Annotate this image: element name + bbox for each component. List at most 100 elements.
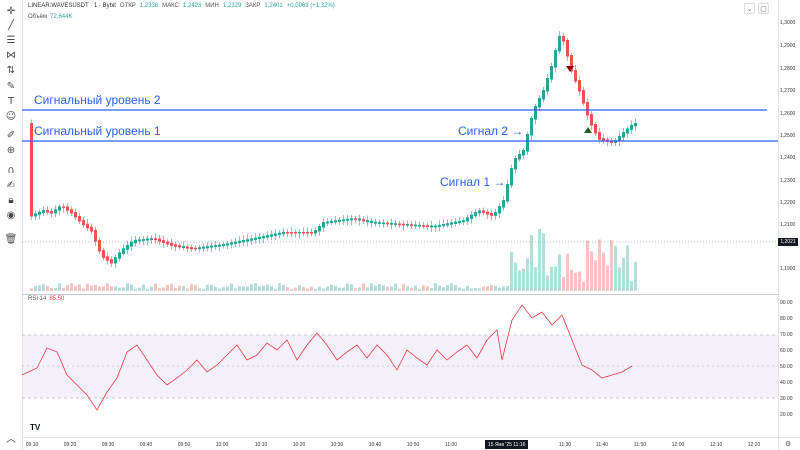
ruler-icon[interactable]: ✐: [6, 129, 16, 141]
text-icon[interactable]: T: [7, 95, 15, 107]
volume-legend[interactable]: Объём 72,644K: [28, 14, 72, 20]
volume-bar: [90, 285, 93, 291]
volume-bar: [114, 286, 117, 291]
trash-icon[interactable]: 🗑︎: [4, 233, 18, 245]
volume-bar: [634, 261, 637, 291]
candle-body: [158, 238, 161, 242]
candle-body: [226, 243, 229, 246]
volume-bar: [290, 288, 293, 291]
volume-bar: [194, 285, 197, 291]
volume-bar: [474, 288, 477, 291]
candle-body: [114, 257, 117, 264]
time-tick: 09:30: [101, 442, 115, 448]
volume-bar: [74, 285, 77, 291]
candle-body: [178, 245, 181, 248]
candle-body: [454, 221, 457, 224]
volume-bar: [210, 284, 213, 291]
candle-body: [550, 66, 553, 80]
change-value: +0,0063 (+1,32%): [286, 3, 335, 9]
volume-bar: [238, 286, 241, 291]
time-tick: 10:00: [215, 442, 229, 448]
volume-bar: [106, 283, 109, 291]
lock-drawing-icon[interactable]: ✍: [6, 179, 16, 191]
volume-bar: [190, 284, 193, 291]
volume-bar: [298, 285, 301, 291]
volume-bar: [438, 285, 441, 291]
volume-bar: [490, 284, 493, 291]
volume-bar: [486, 286, 489, 291]
pattern-icon[interactable]: ⋈: [6, 49, 16, 61]
volume-bar: [606, 265, 609, 291]
zoom-icon[interactable]: ⊕: [6, 144, 16, 156]
emoji-icon[interactable]: ☺: [5, 110, 17, 122]
price-tick: 1,1900: [780, 266, 796, 272]
candle-body: [486, 211, 489, 215]
price-tick: 1,2800: [780, 66, 796, 72]
measure-icon[interactable]: ⇅: [6, 64, 16, 76]
time-tick: 09:40: [139, 442, 153, 448]
rsi-tick: 50.00: [780, 364, 793, 370]
volume-bar: [82, 288, 85, 291]
candle-body: [330, 220, 333, 223]
collapse-pane-icon[interactable]: ⌄: [744, 3, 755, 14]
candle-body: [410, 224, 413, 227]
price-tick: 1,2600: [780, 111, 796, 117]
rsi-tick: 80.00: [780, 316, 793, 322]
volume-bar: [586, 240, 589, 291]
maximize-pane-icon[interactable]: ▢: [758, 3, 769, 14]
volume-bar: [178, 285, 181, 291]
candle-body: [390, 222, 393, 225]
candle-body: [394, 223, 397, 225]
brush-icon[interactable]: ✎: [6, 80, 16, 92]
volume-bar: [94, 285, 97, 291]
volume-bar: [630, 281, 633, 291]
candle-body: [318, 226, 321, 232]
candle-body: [222, 244, 225, 247]
eye-icon[interactable]: ◉: [6, 209, 16, 221]
current-price-badge: 1,2021: [778, 238, 798, 246]
volume-bar: [390, 286, 393, 291]
symbol-title[interactable]: LINEAR:WAVESUSDT · 1 · Bybit: [28, 3, 116, 9]
candle-body: [34, 213, 37, 217]
volume-bar: [470, 288, 473, 291]
candle-body: [374, 221, 377, 224]
candle-body: [302, 232, 305, 234]
candle-body: [122, 248, 125, 254]
candle-body: [290, 232, 293, 234]
candle-body: [534, 106, 537, 120]
candle-body: [398, 223, 401, 226]
volume-bar: [186, 288, 189, 291]
crosshair-icon[interactable]: ✛: [6, 5, 16, 17]
candle-body: [194, 247, 197, 250]
tradingview-logo[interactable]: TV: [30, 423, 41, 432]
volume-bar: [42, 284, 45, 291]
candle-body: [546, 78, 549, 92]
candle-body: [30, 123, 33, 217]
volume-bar: [610, 240, 613, 291]
volume-bar: [122, 287, 125, 291]
price-tick: 1,2500: [780, 133, 796, 139]
rsi-legend[interactable]: RSI 14 85.50: [28, 296, 64, 302]
time-tick: 12:10: [709, 442, 723, 448]
candle-body: [118, 252, 121, 259]
volume-bar: [570, 269, 573, 291]
trendline-icon[interactable]: ╱: [7, 19, 15, 31]
fib-icon[interactable]: ☰: [6, 34, 16, 46]
lock-icon[interactable]: 🔒︎: [8, 194, 14, 206]
volume-bar: [582, 281, 585, 291]
rsi-tick: 20.00: [780, 412, 793, 418]
volume-bar: [546, 275, 549, 291]
volume-bar: [386, 286, 389, 291]
collapse-icon[interactable]: ︿: [6, 433, 16, 445]
candle-body: [250, 238, 253, 241]
magnet-icon[interactable]: ∩: [7, 164, 15, 176]
candle-body: [326, 221, 329, 224]
volume-bar: [374, 285, 377, 291]
time-tick: 11:30: [558, 442, 572, 448]
chart-canvas[interactable]: [22, 0, 800, 450]
candle-body: [386, 222, 389, 225]
gear-icon[interactable]: ⚙: [785, 441, 792, 448]
volume-bar: [422, 285, 425, 291]
volume-bar: [406, 286, 409, 291]
volume-bar: [346, 283, 349, 291]
